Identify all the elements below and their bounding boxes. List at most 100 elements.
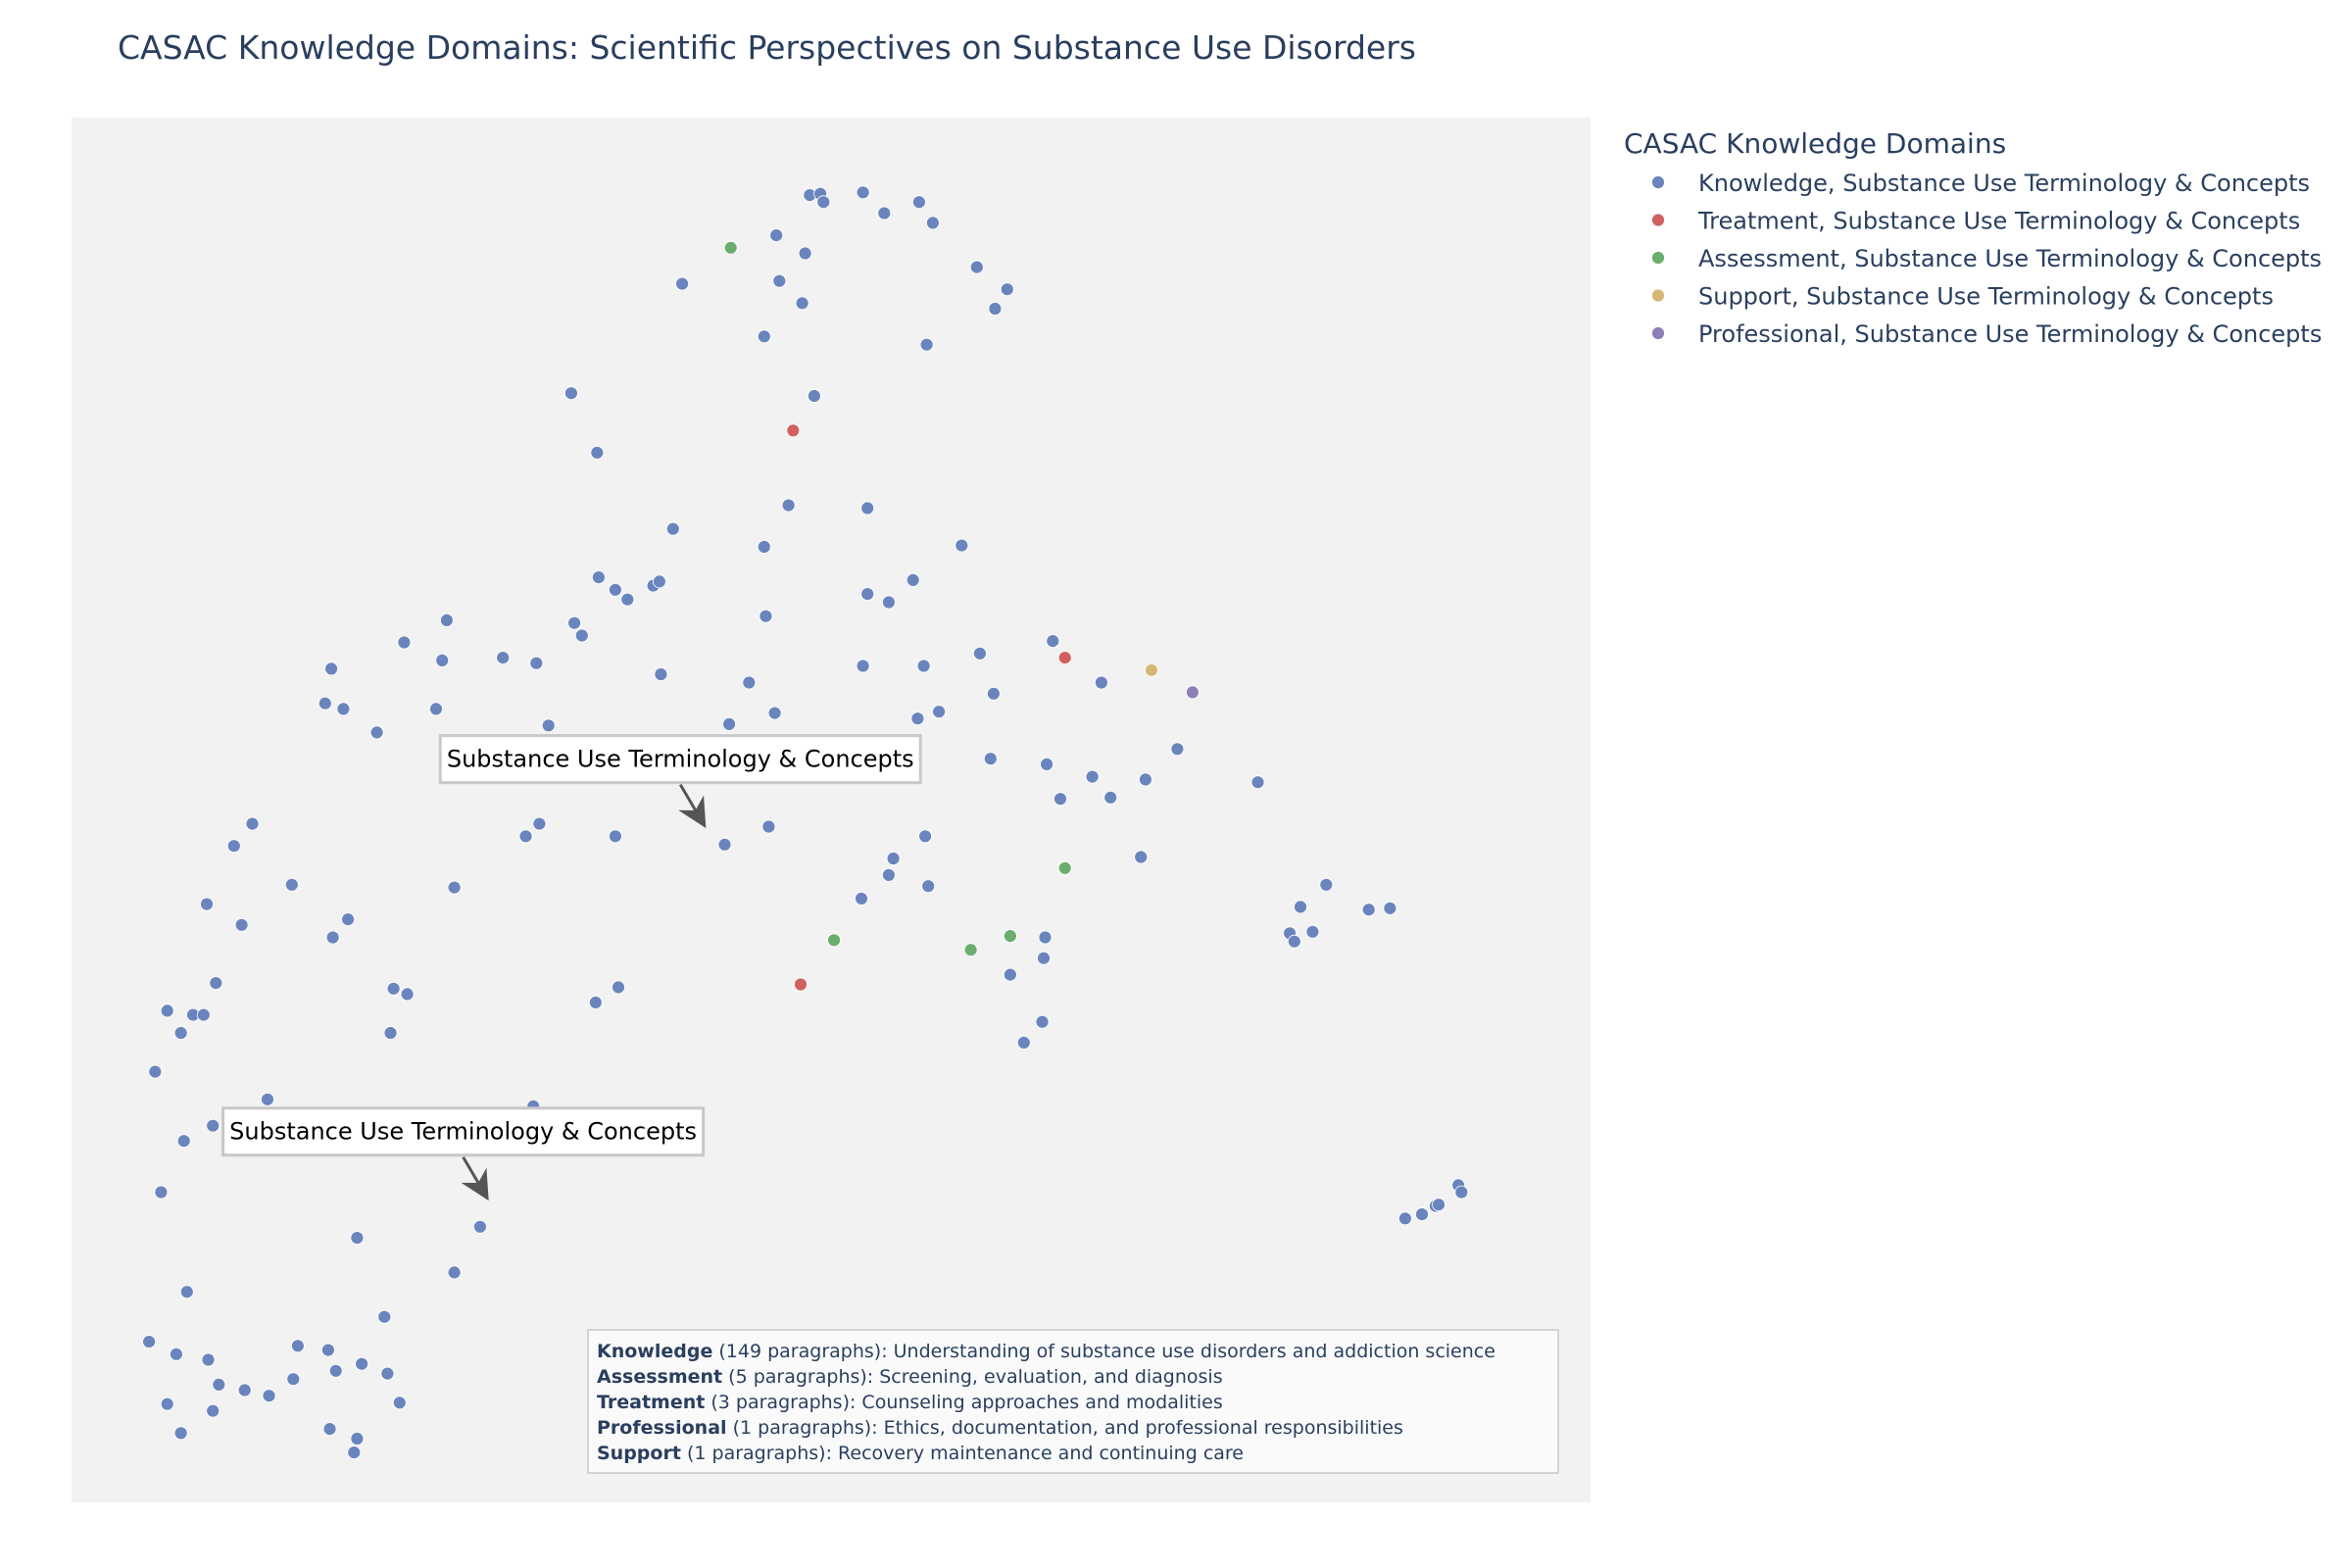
data-point-series-0[interactable]: [320, 1343, 335, 1357]
data-point-series-0[interactable]: [518, 829, 533, 844]
data-point-series-0[interactable]: [1398, 1211, 1412, 1226]
data-point-series-0[interactable]: [355, 1356, 369, 1371]
data-point-series-0[interactable]: [882, 595, 896, 610]
data-point-series-0[interactable]: [179, 1285, 194, 1299]
data-point-series-0[interactable]: [860, 587, 875, 601]
data-point-series-0[interactable]: [392, 1396, 407, 1410]
data-point-series-0[interactable]: [324, 662, 339, 676]
data-point-series-0[interactable]: [816, 195, 831, 210]
data-point-series-0[interactable]: [1095, 675, 1108, 690]
data-point-series-0[interactable]: [665, 521, 680, 536]
data-point-series-0[interactable]: [1037, 951, 1051, 965]
data-point-series-0[interactable]: [1004, 967, 1017, 982]
data-point-series-0[interactable]: [142, 1335, 157, 1348]
data-point-series-0[interactable]: [742, 675, 757, 690]
data-point-series-0[interactable]: [620, 592, 635, 607]
data-point-series-0[interactable]: [921, 879, 936, 894]
data-point-series-0[interactable]: [1038, 930, 1053, 945]
data-point-series-0[interactable]: [377, 1309, 392, 1324]
data-point-series-0[interactable]: [588, 996, 603, 1009]
data-point-series-0[interactable]: [173, 1026, 188, 1040]
data-point-series-0[interactable]: [336, 702, 351, 716]
data-point-series-0[interactable]: [1040, 758, 1054, 771]
data-point-series-0[interactable]: [541, 718, 556, 733]
data-point-series-0[interactable]: [286, 1372, 301, 1387]
data-point-series-0[interactable]: [987, 686, 1001, 701]
data-point-series-0[interactable]: [322, 1422, 337, 1436]
data-point-series-2[interactable]: [963, 943, 978, 957]
data-point-series-0[interactable]: [856, 185, 870, 200]
data-point-series-0[interactable]: [1103, 790, 1118, 805]
data-point-series-0[interactable]: [1454, 1185, 1469, 1200]
data-point-series-0[interactable]: [877, 206, 892, 220]
data-point-series-0[interactable]: [798, 246, 812, 261]
data-point-series-0[interactable]: [1305, 924, 1320, 939]
data-point-series-0[interactable]: [1287, 934, 1301, 949]
data-point-series-0[interactable]: [653, 574, 666, 589]
data-point-series-0[interactable]: [590, 445, 605, 460]
data-point-series-0[interactable]: [261, 1092, 274, 1106]
data-point-series-0[interactable]: [1294, 900, 1307, 914]
legend-item[interactable]: Knowledge, Substance Use Terminology & C…: [1651, 170, 2311, 197]
data-point-series-0[interactable]: [932, 705, 946, 719]
data-point-series-0[interactable]: [237, 1383, 252, 1397]
data-point-series-0[interactable]: [781, 498, 796, 513]
legend-item[interactable]: Assessment, Substance Use Terminology & …: [1651, 245, 2323, 272]
legend[interactable]: Knowledge, Substance Use Terminology & C…: [1651, 170, 2323, 348]
data-point-series-0[interactable]: [447, 880, 462, 895]
data-point-series-0[interactable]: [808, 389, 821, 403]
data-point-series-0[interactable]: [212, 1378, 226, 1392]
data-point-series-0[interactable]: [429, 702, 443, 716]
data-point-series-0[interactable]: [350, 1432, 365, 1446]
data-point-series-0[interactable]: [173, 1426, 188, 1441]
data-point-series-2[interactable]: [827, 933, 841, 948]
data-point-series-0[interactable]: [234, 917, 249, 932]
data-point-series-0[interactable]: [154, 1185, 169, 1200]
data-point-series-4[interactable]: [1186, 685, 1200, 700]
data-point-series-0[interactable]: [1035, 1014, 1050, 1029]
data-point-series-0[interactable]: [912, 195, 926, 210]
data-point-series-0[interactable]: [761, 819, 776, 834]
data-point-series-0[interactable]: [347, 1446, 362, 1459]
data-point-series-0[interactable]: [1432, 1198, 1446, 1212]
data-point-series-0[interactable]: [496, 651, 511, 664]
data-point-series-2[interactable]: [1004, 929, 1017, 943]
data-point-series-0[interactable]: [1250, 775, 1265, 790]
legend-item[interactable]: Support, Substance Use Terminology & Con…: [1651, 283, 2274, 311]
data-point-series-0[interactable]: [757, 540, 771, 554]
data-point-series-0[interactable]: [675, 276, 689, 291]
data-point-series-0[interactable]: [886, 852, 901, 865]
data-point-series-0[interactable]: [772, 273, 787, 288]
data-point-series-0[interactable]: [1016, 1036, 1031, 1050]
data-point-series-1[interactable]: [794, 977, 808, 992]
data-point-series-0[interactable]: [567, 615, 581, 630]
data-point-series-0[interactable]: [926, 216, 940, 230]
data-point-series-0[interactable]: [918, 829, 932, 844]
data-point-series-0[interactable]: [447, 1265, 462, 1280]
data-point-series-0[interactable]: [1383, 901, 1397, 915]
data-point-series-0[interactable]: [988, 302, 1003, 316]
data-point-series-0[interactable]: [906, 573, 920, 587]
data-point-series-2[interactable]: [1057, 860, 1072, 875]
data-point-series-0[interactable]: [318, 696, 332, 710]
data-point-series-0[interactable]: [969, 260, 984, 274]
data-point-series-0[interactable]: [148, 1064, 163, 1079]
data-point-series-0[interactable]: [1319, 877, 1334, 892]
data-point-series-0[interactable]: [350, 1231, 365, 1245]
data-point-series-0[interactable]: [529, 656, 544, 670]
data-point-series-0[interactable]: [1000, 282, 1014, 297]
data-point-series-0[interactable]: [290, 1339, 305, 1353]
data-point-series-0[interactable]: [1139, 772, 1152, 787]
data-point-series-0[interactable]: [759, 609, 773, 623]
data-point-series-0[interactable]: [910, 711, 925, 726]
data-point-series-0[interactable]: [196, 1007, 211, 1022]
data-point-series-0[interactable]: [245, 816, 260, 831]
data-point-series-0[interactable]: [386, 981, 401, 996]
data-point-series-0[interactable]: [767, 706, 782, 720]
data-point-series-0[interactable]: [916, 659, 931, 673]
data-point-series-0[interactable]: [919, 337, 934, 352]
data-point-series-0[interactable]: [983, 752, 998, 766]
legend-item[interactable]: Treatment, Substance Use Terminology & C…: [1651, 208, 2301, 235]
data-point-series-0[interactable]: [882, 868, 896, 882]
data-point-series-1[interactable]: [786, 423, 801, 438]
